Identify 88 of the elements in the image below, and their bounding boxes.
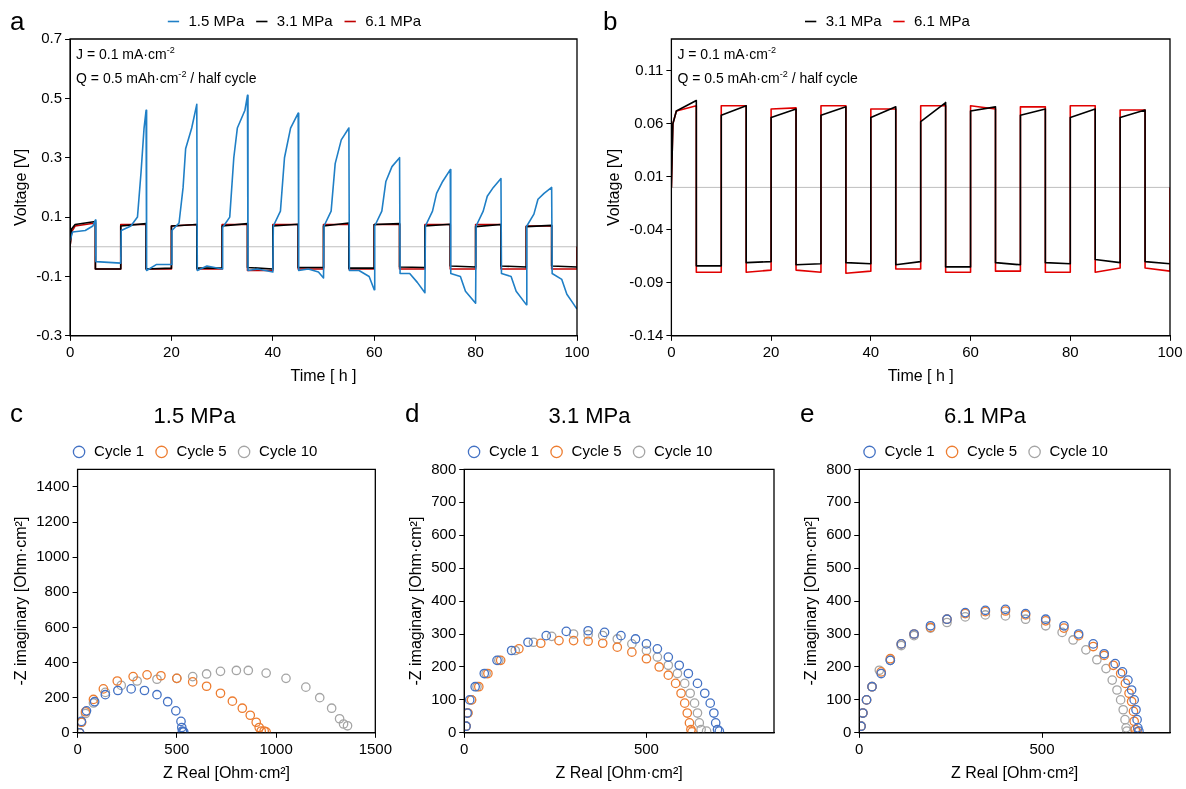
y-tick-label: 400 xyxy=(826,591,852,609)
x-tick-label: 40 xyxy=(264,342,282,360)
y-tick-label: 0 xyxy=(842,722,852,740)
x-tick-label: 60 xyxy=(365,342,383,360)
y-tick-label: 300 xyxy=(826,624,852,642)
y-tick-label: 0.06 xyxy=(634,113,664,131)
y-tick-label: 0.7 xyxy=(41,29,63,47)
y-tick-label: 700 xyxy=(431,492,457,510)
x-tick-label: 1500 xyxy=(358,739,392,757)
text: b xyxy=(603,6,618,36)
y-axis-title: -Z imaginary [Ohm·cm²] xyxy=(12,516,30,686)
legend-label: 3.1 MPa xyxy=(825,11,883,29)
y-tick-label: 0 xyxy=(447,722,457,740)
x-tick-label: 0 xyxy=(855,739,864,757)
legend-label: Cycle 5 xyxy=(176,442,227,460)
y-tick-label: 0.1 xyxy=(41,207,63,225)
y-tick-label: 300 xyxy=(431,624,457,642)
y-tick-label: 0 xyxy=(61,722,70,740)
y-tick-label: -0.09 xyxy=(629,272,664,290)
y-tick-label: 800 xyxy=(826,459,852,477)
y-tick-label: 800 xyxy=(44,582,70,600)
y-axis-title: Voltage [V] xyxy=(12,148,30,227)
x-tick-label: 20 xyxy=(163,342,180,360)
y-tick-label: 600 xyxy=(826,525,852,543)
y-tick-label: 400 xyxy=(44,652,70,670)
x-tick-label: 80 xyxy=(1061,342,1079,360)
legend-label: Cycle 10 xyxy=(654,442,713,460)
legend-label: 3.1 MPa xyxy=(276,11,334,29)
x-tick-label: 40 xyxy=(862,342,880,360)
y-tick-label: 100 xyxy=(826,690,852,708)
legend-label: Cycle 10 xyxy=(1049,442,1108,460)
legend-label: 6.1 MPa xyxy=(914,11,971,29)
text: d xyxy=(405,398,420,428)
x-tick-label: 100 xyxy=(1157,342,1183,360)
x-axis-title: Z Real [Ohm·cm²] xyxy=(162,763,290,781)
x-tick-label: 500 xyxy=(164,739,190,757)
legend-label: Cycle 1 xyxy=(884,442,935,460)
legend-label: Cycle 10 xyxy=(259,442,318,460)
y-tick-label: 0.5 xyxy=(41,88,63,106)
x-tick-label: 0 xyxy=(73,739,82,757)
y-tick-label: -0.3 xyxy=(36,325,63,343)
x-axis-title: Time [ h ] xyxy=(887,366,954,384)
y-tick-label: 700 xyxy=(826,492,852,510)
y-tick-label: -0.1 xyxy=(36,266,63,284)
y-tick-label: -0.14 xyxy=(629,325,664,343)
y-tick-label: 200 xyxy=(431,657,457,675)
x-tick-label: 100 xyxy=(564,342,590,360)
y-tick-label: 0.11 xyxy=(635,60,664,78)
y-tick-label: 200 xyxy=(44,687,70,705)
y-tick-label: 600 xyxy=(44,617,70,635)
y-tick-label: 1400 xyxy=(36,477,70,495)
legend-label: Cycle 1 xyxy=(489,442,540,460)
text: c xyxy=(10,398,23,428)
y-tick-label: 1000 xyxy=(36,547,70,565)
chart-title: 1.5 MPa xyxy=(153,403,237,429)
y-tick-label: 0.01 xyxy=(634,166,664,184)
legend-label: Cycle 5 xyxy=(967,442,1018,460)
chart-title: 6.1 MPa xyxy=(944,403,1027,429)
legend-label: Cycle 5 xyxy=(571,442,622,460)
y-tick-label: 400 xyxy=(431,591,457,609)
legend-label: Cycle 1 xyxy=(94,442,145,460)
text: a xyxy=(10,6,25,36)
x-axis-title: Z Real [Ohm·cm²] xyxy=(555,763,683,781)
x-tick-label: 80 xyxy=(467,342,484,360)
x-tick-label: 1000 xyxy=(259,739,293,757)
y-tick-label: 600 xyxy=(431,525,457,543)
legend-label: 6.1 MPa xyxy=(365,11,422,29)
x-tick-label: 60 xyxy=(962,342,979,360)
y-axis-title: -Z imaginary [Ohm·cm²] xyxy=(407,516,425,686)
y-tick-label: 500 xyxy=(431,558,457,576)
x-tick-label: 500 xyxy=(1029,739,1055,757)
y-axis-title: -Z imaginary [Ohm·cm²] xyxy=(802,516,820,686)
y-tick-label: -0.04 xyxy=(629,219,664,237)
x-axis-title: Time [ h ] xyxy=(290,366,357,384)
y-tick-label: 800 xyxy=(431,459,457,477)
chart-title: 3.1 MPa xyxy=(548,403,632,429)
x-tick-label: 20 xyxy=(762,342,780,360)
x-tick-label: 0 xyxy=(667,342,676,360)
y-tick-label: 100 xyxy=(431,690,457,708)
x-tick-label: 0 xyxy=(460,739,469,757)
legend-label: 1.5 MPa xyxy=(188,11,245,29)
y-tick-label: 500 xyxy=(826,558,852,576)
y-tick-label: 200 xyxy=(826,657,852,675)
text: e xyxy=(800,398,815,428)
y-axis-title: Voltage [V] xyxy=(605,148,623,227)
y-tick-label: 1200 xyxy=(36,512,70,530)
x-axis-title: Z Real [Ohm·cm²] xyxy=(951,763,1079,781)
y-tick-label: 0.3 xyxy=(41,147,63,165)
